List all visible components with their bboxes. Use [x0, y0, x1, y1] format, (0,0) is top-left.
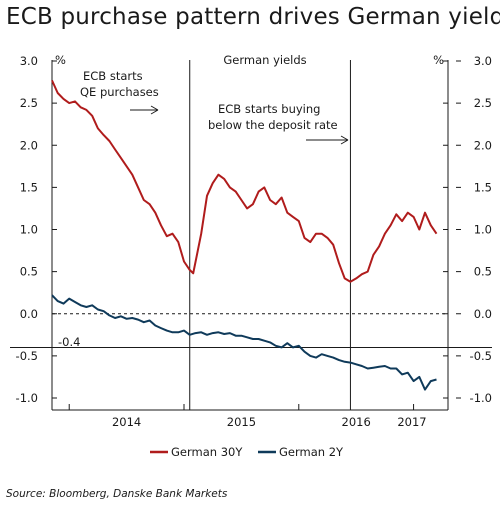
series-line-german-30y — [51, 79, 438, 283]
y-tick-label-right: 1.0 — [474, 223, 492, 237]
source-note: Source: Bloomberg, Danske Bank Markets — [6, 488, 228, 500]
annotation-qe-line-2: QE purchases — [80, 85, 159, 99]
y-tick-label-left: 1.0 — [20, 223, 38, 237]
y-tick-label-left: -1.0 — [16, 391, 38, 405]
y-tick-label-right: 2.0 — [474, 138, 492, 152]
x-tick-label: 2017 — [397, 415, 426, 429]
x-tick-label: 2015 — [227, 415, 256, 429]
annotation-qe-arrow-head — [150, 105, 159, 115]
y-tick-label-right: 0.5 — [474, 265, 492, 279]
plot-frame — [51, 60, 449, 411]
chart-inner-title: German yields — [223, 53, 306, 67]
y-tick-label-left: 0.0 — [20, 307, 38, 321]
annotation-deposit: ECB starts buying below the deposit rate — [208, 102, 349, 145]
chart-title: ECB purchase pattern drives German yield… — [6, 4, 500, 30]
legend-label-german-30y: German 30Y — [171, 445, 243, 459]
y-axis-left: 3.0 2.5 2.0 1.5 1.0 0.5 0.0 -0.5 -1.0 — [16, 54, 57, 405]
y-tick-label-right: -1.0 — [470, 391, 492, 405]
y-tick-label-right: 0.0 — [474, 307, 492, 321]
y-tick-label-left: 3.0 — [20, 54, 38, 68]
annotation-deposit-arrow-head — [340, 135, 349, 145]
annotation-deposit-line-1: ECB starts buying — [218, 102, 320, 116]
legend: German 30Y German 2Y — [150, 445, 344, 459]
y-tick-label-right: 3.0 — [474, 54, 492, 68]
y-tick-label-right: 1.5 — [474, 180, 492, 194]
line-chart: 3.0 2.5 2.0 1.5 1.0 0.5 0.0 -0.5 -1.0 3.0 2.5 2.0 1… — [10, 53, 492, 459]
y-tick-label-left: 1.5 — [20, 180, 38, 194]
annotation-deposit-line-2: below the deposit rate — [208, 118, 338, 132]
series-layer — [51, 79, 438, 391]
y-tick-label-right: -0.5 — [470, 349, 492, 363]
y-tick-label-left: 2.5 — [20, 96, 38, 110]
y-unit-left: % — [55, 53, 66, 67]
ref-line-label-neg-0-4: -0.4 — [58, 335, 80, 349]
legend-label-german-2y: German 2Y — [279, 445, 344, 459]
reference-lines — [10, 60, 492, 410]
annotation-qe-line-1: ECB starts — [83, 69, 143, 83]
x-axis: 2014 2015 2016 2017 — [68, 404, 427, 429]
x-tick-label: 2016 — [342, 415, 371, 429]
y-axis-right: 3.0 2.5 2.0 1.5 1.0 0.5 0.0 -0.5 -1.0 — [443, 54, 492, 405]
y-tick-label-left: -0.5 — [16, 349, 38, 363]
annotation-qe: ECB starts QE purchases — [80, 69, 159, 115]
y-unit-right: % — [433, 53, 444, 67]
y-tick-label-left: 0.5 — [20, 265, 38, 279]
y-tick-label-left: 2.0 — [20, 138, 38, 152]
x-tick-label: 2014 — [112, 415, 141, 429]
y-tick-label-right: 2.5 — [474, 96, 492, 110]
series-line-german-2y — [51, 294, 437, 391]
